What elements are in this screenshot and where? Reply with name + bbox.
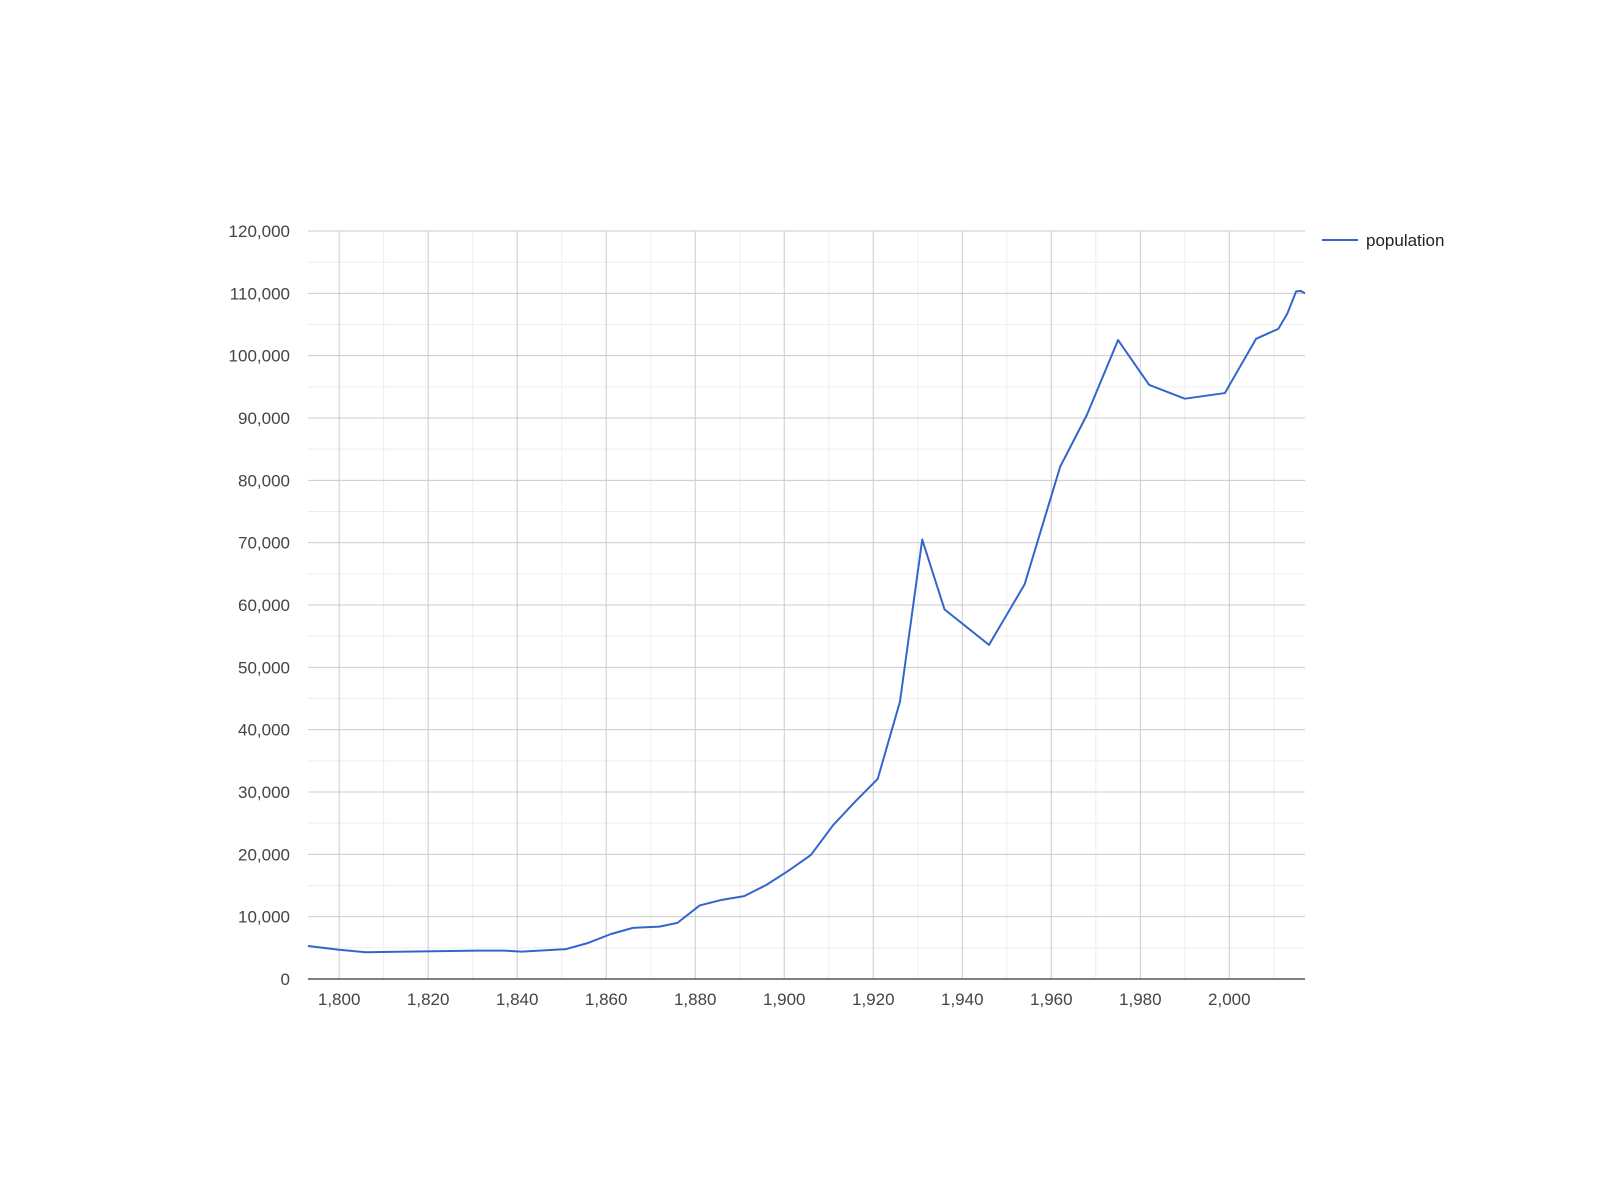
y-tick-label: 70,000 xyxy=(238,534,290,553)
x-axis-labels: 1,800 1,820 1,840 1,860 1,880 1,900 1,920 1,940… xyxy=(318,990,1251,1009)
y-tick-label: 50,000 xyxy=(238,658,290,677)
y-tick-label: 30,000 xyxy=(238,783,290,802)
legend-label-population: population xyxy=(1366,231,1444,250)
series-layer xyxy=(307,289,1306,954)
x-tick-label: 1,960 xyxy=(1030,990,1073,1009)
y-tick-label: 80,000 xyxy=(238,471,290,490)
y-tick-label: 0 xyxy=(281,970,290,989)
y-tick-label: 90,000 xyxy=(238,409,290,428)
x-tick-label: 1,820 xyxy=(407,990,450,1009)
series-line-population[interactable] xyxy=(307,289,1306,954)
y-tick-label: 40,000 xyxy=(238,721,290,740)
legend[interactable]: population xyxy=(1322,231,1444,250)
y-tick-label: 20,000 xyxy=(238,845,290,864)
y-tick-label: 100,000 xyxy=(229,347,290,366)
x-tick-label: 1,980 xyxy=(1119,990,1162,1009)
y-tick-label: 60,000 xyxy=(238,596,290,615)
y-tick-label: 110,000 xyxy=(230,284,290,303)
x-tick-label: 1,880 xyxy=(674,990,717,1009)
x-tick-label: 1,940 xyxy=(941,990,984,1009)
x-tick-label: 1,800 xyxy=(318,990,361,1009)
major-grid xyxy=(308,230,1305,979)
x-tick-label: 2,000 xyxy=(1208,990,1251,1009)
x-tick-label: 1,920 xyxy=(852,990,895,1009)
y-axis-labels: 0 10,000 20,000 30,000 40,000 50,000 60,000 70,… xyxy=(229,222,290,989)
x-tick-label: 1,900 xyxy=(763,990,806,1009)
y-tick-label: 120,000 xyxy=(229,222,290,241)
x-tick-label: 1,840 xyxy=(496,990,539,1009)
x-tick-label: 1,860 xyxy=(585,990,628,1009)
y-tick-label: 10,000 xyxy=(238,908,290,927)
